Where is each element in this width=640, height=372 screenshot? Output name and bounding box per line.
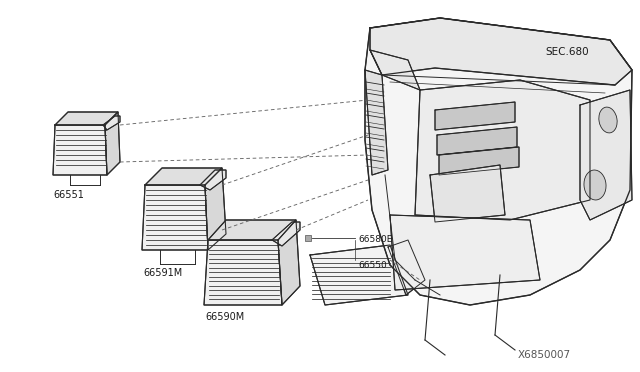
Polygon shape [145,168,222,185]
Polygon shape [437,127,517,155]
Polygon shape [365,18,632,305]
Ellipse shape [599,107,617,133]
Polygon shape [103,116,120,130]
Text: 66590M: 66590M [205,312,244,322]
Polygon shape [200,170,226,190]
Polygon shape [390,215,540,290]
Text: 66580E: 66580E [358,235,392,244]
Ellipse shape [584,170,606,200]
Polygon shape [435,102,515,130]
Polygon shape [388,240,425,295]
Text: 66551: 66551 [53,190,84,200]
Polygon shape [142,185,208,250]
Polygon shape [370,50,420,90]
Polygon shape [415,80,590,220]
Polygon shape [208,220,296,240]
Polygon shape [365,70,388,175]
Polygon shape [580,90,632,220]
Polygon shape [278,220,300,305]
Text: 66550: 66550 [358,261,387,270]
Text: X6850007: X6850007 [518,350,571,360]
Polygon shape [204,240,282,305]
Polygon shape [272,222,300,246]
Polygon shape [105,112,120,175]
Polygon shape [430,165,505,222]
Polygon shape [439,147,519,175]
Text: SEC.680: SEC.680 [545,47,589,57]
Polygon shape [55,112,118,125]
Text: 66591M: 66591M [143,268,182,278]
Polygon shape [370,18,632,85]
Polygon shape [310,245,408,305]
Polygon shape [53,125,107,175]
Polygon shape [205,168,226,250]
